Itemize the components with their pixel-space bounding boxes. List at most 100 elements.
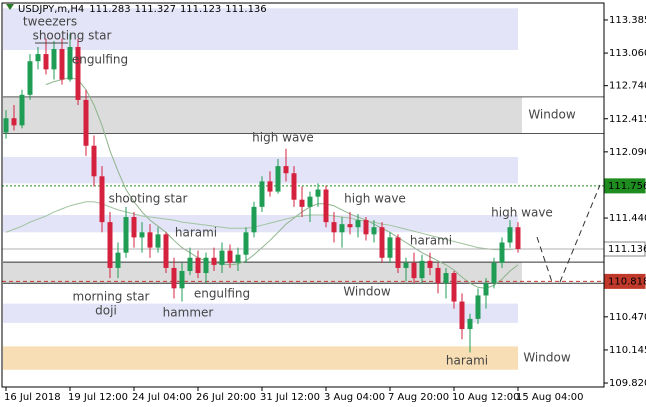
candle-body	[203, 257, 209, 274]
x-tick-label: 24 Jul 04:00	[132, 392, 192, 403]
header-close: 111.136	[225, 4, 266, 15]
x-tick-label: 3 Aug 04:00	[324, 392, 385, 403]
candle-body	[315, 189, 321, 197]
x-tick-label: 31 Jul 12:00	[260, 392, 320, 403]
candle-body	[235, 254, 241, 263]
candle-body	[67, 46, 73, 80]
price-label: 111.756	[608, 181, 646, 192]
x-tick-label: 10 Aug 12:00	[452, 392, 519, 403]
y-tick-label: 113.385	[609, 15, 646, 26]
annotation: Window	[528, 108, 576, 122]
y-tick-label: 112.415	[609, 114, 646, 125]
candle-body	[187, 257, 193, 272]
candle-body	[75, 46, 81, 100]
candle-body	[227, 250, 233, 263]
candle-body	[435, 267, 441, 284]
annotation: engulfing	[72, 53, 128, 67]
candle-body	[59, 48, 65, 80]
annotation: shooting star	[109, 192, 188, 206]
y-tick-label: 112.090	[609, 147, 646, 158]
candle-body	[179, 271, 185, 289]
plot: 113.385 113.060 112.740 112.415 112.090 111.4…	[2, 15, 646, 403]
candle-body	[267, 181, 273, 192]
candle-body	[459, 301, 465, 330]
plot-frame	[1, 2, 605, 388]
annotation: shooting star	[33, 29, 112, 43]
header-high: 111.327	[135, 4, 176, 15]
forecast-line	[536, 236, 553, 283]
candle-body	[155, 234, 161, 248]
symbol-icon	[6, 4, 14, 10]
candle-body	[363, 220, 369, 235]
x-tick-label: 19 Jul 12:00	[68, 392, 128, 403]
y-tick-label: 113.060	[609, 48, 646, 59]
candle-body	[419, 260, 425, 279]
annotation: engulfing	[194, 287, 250, 301]
annotation: tweezers	[23, 15, 77, 29]
candle-body	[243, 232, 249, 255]
candle-body	[3, 118, 9, 133]
candle-body	[307, 196, 313, 207]
candle-body	[403, 262, 409, 268]
annotation: Window	[523, 351, 571, 365]
candle-body	[379, 227, 385, 258]
x-tick-label: 16 Jul 2018	[4, 392, 61, 403]
zones	[3, 8, 604, 370]
candle-body	[163, 234, 169, 268]
candle-body	[51, 48, 57, 70]
candle-body	[347, 224, 353, 228]
header-low: 111.123	[180, 4, 221, 15]
candle-body	[283, 166, 289, 174]
moving-average	[5, 201, 519, 251]
zone	[3, 156, 518, 184]
annotation: harami	[175, 226, 217, 240]
header: USDJPY,m,H4 111.283 111.327 111.123 111.136	[18, 4, 267, 15]
zone	[3, 262, 522, 284]
forecast-line	[559, 184, 601, 283]
y-tick-label: 110.145	[609, 345, 646, 356]
candle-body	[427, 260, 433, 268]
candle-body	[331, 222, 337, 233]
candle-body	[355, 220, 361, 228]
zone	[3, 214, 518, 233]
price-label: 111.136	[608, 244, 646, 255]
candle-body	[219, 250, 225, 265]
candle-body	[195, 257, 201, 274]
moving-average	[45, 76, 519, 289]
price-label: 110.818	[608, 276, 646, 287]
candle-body	[275, 166, 281, 192]
candle-body	[91, 145, 97, 177]
candle-body	[491, 262, 497, 284]
candle-body	[395, 237, 401, 268]
candle-body	[259, 181, 265, 207]
candle-body	[139, 232, 145, 238]
zone	[3, 346, 518, 370]
candle-body	[147, 232, 153, 248]
candle-body	[371, 227, 377, 235]
annotation: Window	[343, 285, 391, 299]
annotation: high wave	[491, 206, 553, 220]
candle-body	[99, 176, 105, 223]
candle-body	[251, 206, 257, 233]
x-tick-label: 26 Jul 20:00	[196, 392, 256, 403]
candle-body	[291, 173, 297, 200]
y-tick-label: 111.440	[609, 213, 646, 224]
candle-body	[323, 189, 329, 223]
zone	[3, 96, 522, 134]
candle-body	[467, 318, 473, 330]
header-open: 111.283	[89, 4, 130, 15]
candle-body	[299, 199, 305, 207]
candle-body	[131, 217, 137, 238]
zone	[3, 8, 518, 51]
y-tick-label: 112.740	[609, 81, 646, 92]
candle-body	[83, 99, 89, 146]
candle-body	[35, 54, 41, 62]
x-tick-label: 15 Aug 04:00	[516, 392, 583, 403]
candle-body	[411, 262, 417, 279]
candle-body	[11, 118, 17, 126]
y-tick-label: 110.470	[609, 312, 646, 323]
candle-body	[451, 273, 457, 302]
annotation: high wave	[344, 192, 406, 206]
candle-body	[123, 217, 129, 253]
candle-body	[43, 54, 49, 70]
